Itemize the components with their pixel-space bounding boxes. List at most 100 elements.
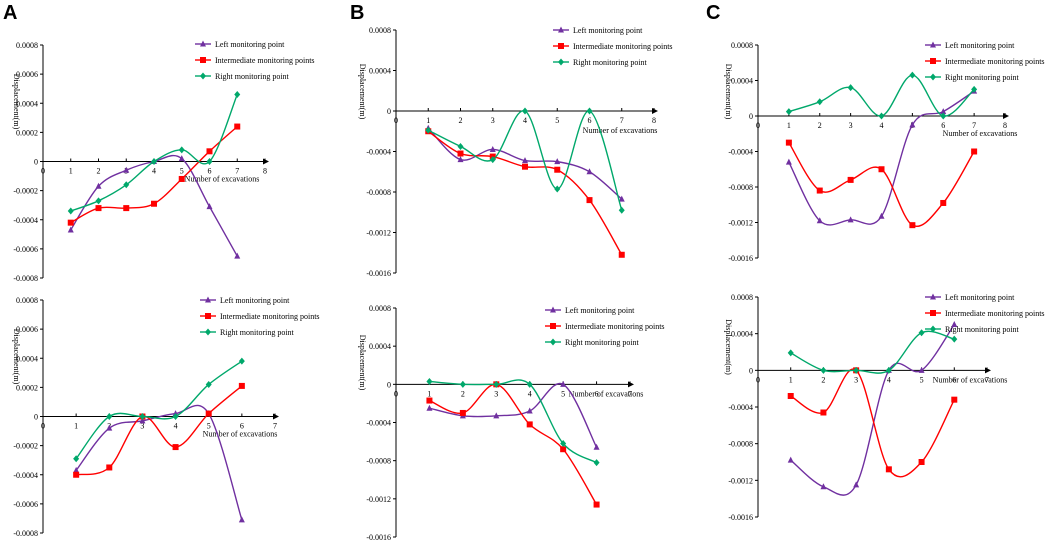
x-axis-arrow [1003, 113, 1009, 119]
data-point-right [73, 455, 80, 463]
x-tick-label: 0 [756, 121, 760, 130]
x-tick-label: 5 [561, 389, 565, 398]
x-axis-label: Number of excavations [569, 389, 644, 398]
data-point-left [206, 203, 213, 210]
x-tick-label: 5 [555, 116, 559, 125]
data-point-left [847, 216, 854, 223]
data-point-right [909, 71, 916, 79]
data-point-intermediate [151, 200, 157, 207]
data-point-right [618, 206, 625, 214]
data-point-intermediate [785, 139, 792, 146]
x-tick-label: 1 [74, 422, 78, 431]
x-tick-label: 3 [140, 422, 144, 431]
data-point-intermediate [172, 444, 179, 451]
panel-label-a: A [3, 2, 18, 24]
x-tick-label: 0 [394, 389, 398, 398]
legend: Left monitoring point Intermediate monito… [553, 26, 673, 67]
data-point-right [853, 366, 860, 374]
panel-label-c: C [706, 2, 721, 24]
chart-a2: -0.0008 -0.0006 -0.0004 -0.0002 0 0.0002 0.000… [12, 296, 320, 538]
data-point-right [554, 185, 561, 193]
data-point-intermediate [206, 148, 213, 155]
data-point-intermediate [878, 166, 885, 173]
data-point-left [123, 166, 130, 173]
y-tick-label: 0.0004 [369, 67, 391, 76]
series-line-intermediate [429, 383, 598, 505]
legend-marker-right [558, 58, 564, 66]
data-point-intermediate [787, 393, 794, 399]
data-point-right [522, 107, 528, 115]
series-left [785, 87, 978, 226]
data-point-left [820, 483, 827, 490]
legend-marker-right [930, 73, 936, 81]
x-tick-label: 8 [652, 116, 656, 125]
series-left [787, 321, 958, 496]
legend-label-right: Right monitoring point [573, 58, 648, 67]
data-point-intermediate [940, 199, 947, 206]
data-point-right [123, 181, 130, 189]
y-tick-label: -0.0012 [728, 219, 753, 228]
legend: Left monitoring point Intermediate monito… [195, 40, 315, 81]
y-tick-label: 0.0008 [16, 296, 38, 305]
x-tick-label: 7 [985, 375, 989, 384]
legend-marker-intermediate [200, 57, 206, 63]
x-axis-label: Number of excavations [943, 129, 1018, 138]
x-tick-label: 5 [180, 167, 184, 176]
x-axis-arrow [985, 367, 991, 374]
x-tick-label: 2 [461, 389, 465, 398]
legend-label-left: Left monitoring point [565, 306, 635, 315]
legend-marker-intermediate [558, 43, 564, 49]
data-point-left [106, 424, 113, 431]
legend: Left monitoring point Intermediate monito… [200, 296, 320, 337]
y-tick-label: 0.0002 [16, 128, 38, 137]
data-point-right [459, 380, 466, 388]
legend-marker-left [200, 40, 206, 47]
series-line-left [790, 324, 955, 496]
data-point-left [426, 404, 433, 411]
data-point-intermediate [820, 409, 827, 416]
data-point-right [586, 107, 593, 115]
y-tick-label: 0 [34, 413, 38, 422]
data-point-right [178, 146, 185, 154]
y-tick-label: -0.0016 [366, 269, 391, 278]
x-tick-label: 0 [756, 375, 760, 384]
data-point-left [785, 158, 792, 165]
data-point-intermediate [459, 409, 466, 416]
x-tick-label: 3 [491, 116, 495, 125]
panel-label-b: B [350, 2, 365, 24]
data-point-right [526, 380, 533, 388]
legend: Left monitoring point Intermediate monito… [545, 306, 665, 347]
y-tick-label: -0.0012 [728, 476, 753, 485]
legend-marker-left [930, 293, 936, 300]
legend-label-right: Right monitoring point [565, 338, 640, 347]
data-point-left [522, 157, 528, 164]
y-tick-label: -0.0004 [13, 471, 38, 480]
y-tick-label: -0.0004 [13, 216, 38, 225]
x-axis-label: Number of excavations [933, 375, 1008, 384]
data-point-right [205, 380, 212, 388]
y-tick-label: -0.0004 [728, 403, 753, 412]
y-tick-label: 0.0004 [369, 342, 391, 351]
y-tick-label: -0.0016 [366, 533, 391, 542]
y-tick-label: 0.0004 [731, 77, 753, 86]
x-tick-label: 4 [152, 167, 156, 176]
y-axis-label: Displacement(m) [12, 74, 21, 130]
series-intermediate [425, 128, 625, 258]
data-point-left [787, 456, 794, 463]
data-point-intermediate [618, 251, 625, 258]
data-point-right [234, 91, 241, 99]
legend-label-intermediate: Intermediate monitoring points [945, 57, 1045, 66]
y-tick-label: 0 [387, 380, 391, 389]
series-line-intermediate [427, 130, 623, 256]
y-tick-label: -0.0004 [366, 419, 391, 428]
data-point-left [951, 321, 958, 327]
legend-marker-intermediate [930, 58, 936, 64]
series-intermediate [426, 381, 600, 508]
data-point-intermediate [816, 187, 823, 194]
data-point-intermediate [205, 410, 212, 417]
series-right [787, 329, 958, 374]
x-tick-label: 6 [941, 121, 945, 130]
x-tick-label: 2 [818, 121, 822, 130]
legend-label-intermediate: Intermediate monitoring points [573, 42, 673, 51]
legend-label-left: Left monitoring point [945, 293, 1015, 302]
